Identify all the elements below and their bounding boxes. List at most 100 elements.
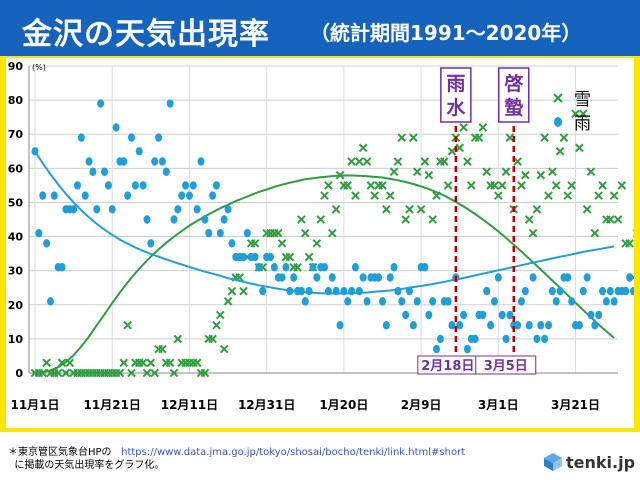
rain-point [471, 334, 479, 344]
seasonal-marker-name: 啓 [504, 72, 524, 95]
legend-label: 雨 [574, 114, 591, 134]
rain-point [112, 123, 120, 132]
x-tick-label: 12月11日 [161, 398, 218, 412]
rain-point [35, 228, 43, 238]
rain-point [143, 215, 151, 224]
snow-point [575, 143, 584, 153]
snow-point [551, 181, 561, 190]
rain-point [398, 297, 406, 306]
rain-point [162, 167, 170, 176]
rain-point [174, 205, 182, 214]
rain-point [139, 181, 147, 190]
y-tick-label: 50 [8, 196, 24, 209]
y-tick-label: 30 [8, 265, 24, 278]
snow-point [439, 157, 449, 166]
y-unit-label: (%) [32, 63, 46, 72]
rain-point [205, 228, 213, 238]
snow-point [138, 358, 148, 368]
rain-point [556, 286, 564, 296]
snow-point [559, 133, 569, 142]
snow-point [239, 286, 248, 296]
rain-point [479, 310, 487, 320]
rain-point [525, 321, 533, 330]
scatter-chart: 0 10 20 30 40 50 60 70 80 90 (%) 11月1日 11月21日 12月11日 1… [8, 60, 634, 412]
snow-point [173, 334, 183, 344]
snow-point [115, 368, 125, 378]
snow-point [119, 358, 129, 368]
rain-point [259, 286, 267, 296]
snow-point [320, 191, 329, 200]
rain-point [363, 297, 371, 306]
rain-point [158, 157, 166, 166]
rain-point [297, 286, 305, 296]
snow-point [227, 286, 237, 296]
rain-point [541, 334, 549, 344]
chart-title: 金沢の天気出現率 [22, 17, 270, 52]
rain-point [602, 297, 610, 306]
snow-point [219, 344, 229, 354]
rain-point [97, 99, 105, 108]
snow-point [366, 181, 376, 190]
rain-point [545, 321, 553, 330]
rain-point [629, 286, 634, 296]
rain-point [93, 205, 101, 214]
snow-point [273, 228, 283, 238]
snow-point [150, 368, 159, 378]
rain-point [39, 191, 47, 200]
y-tick-label: 80 [8, 94, 24, 107]
snow-point [61, 368, 71, 378]
rain-point [537, 321, 545, 330]
rain-point [267, 252, 275, 262]
rain-point [490, 297, 498, 306]
snow-point [424, 170, 434, 180]
snow-point [401, 215, 410, 224]
snow-point [382, 204, 391, 214]
rain-point [355, 286, 363, 296]
snow-point [142, 368, 152, 378]
snow-point [540, 133, 549, 142]
rain-point [128, 133, 136, 142]
snow-point [358, 143, 368, 153]
snow-point [127, 368, 136, 378]
snow-point [563, 191, 573, 200]
snow-point [304, 252, 314, 262]
rain-point [278, 273, 286, 282]
snow-point [609, 191, 619, 200]
rain-point [321, 263, 329, 272]
rain-point [170, 215, 178, 224]
source-link[interactable]: https://www.data.jma.go.jp/tokyo/shosai/… [121, 447, 466, 458]
rain-point [564, 273, 572, 282]
rain-point [521, 286, 529, 296]
snow-point [38, 368, 48, 378]
rain-point [131, 181, 139, 190]
rain-point [498, 310, 506, 320]
rain-point [460, 310, 468, 320]
snow-point [532, 204, 542, 214]
rain-point [390, 263, 398, 272]
rain-point [406, 286, 414, 296]
rain-trend-line [34, 150, 615, 295]
chart-subtitle: （統計期間1991～2020年） [310, 21, 582, 45]
marker-date-label: 3月5日 [484, 359, 528, 374]
rain-point [324, 286, 332, 296]
legend-snow-marker [553, 93, 563, 103]
rain-point [425, 310, 433, 320]
snow-trend-line [34, 174, 615, 374]
footer-note-prefix: ＊東京管区気象台HPの [8, 447, 112, 458]
y-tick-label: 40 [8, 231, 24, 244]
x-tick-label: 3月1日 [478, 398, 519, 412]
rain-point [494, 273, 502, 282]
snow-point [285, 252, 295, 262]
snow-point [200, 368, 210, 378]
rain-point [178, 191, 186, 200]
snow-point [505, 133, 515, 142]
rain-point [591, 321, 599, 330]
rain-point [220, 215, 228, 224]
y-tick-label: 0 [15, 367, 23, 380]
rain-point [193, 205, 201, 214]
snow-point [347, 157, 356, 166]
snow-point [625, 239, 634, 248]
rain-point [290, 273, 298, 282]
title-bar: 金沢の天気出現率 （統計期間1991～2020年） [0, 0, 640, 56]
snow-point [385, 191, 395, 200]
